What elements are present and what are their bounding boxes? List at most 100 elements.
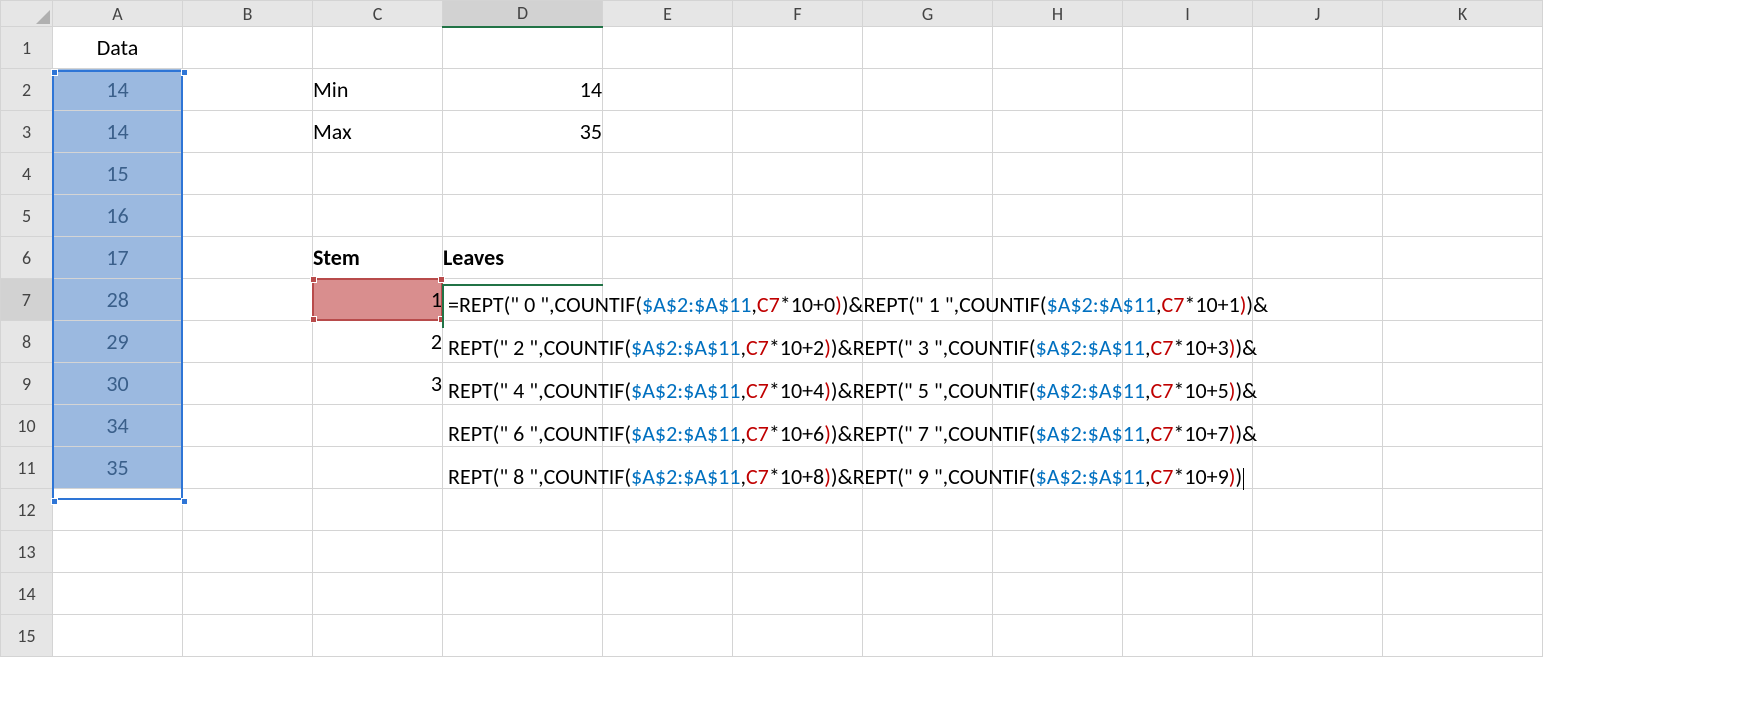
cell-H9[interactable] xyxy=(993,363,1123,405)
cell-F5[interactable] xyxy=(733,195,863,237)
cell-F7[interactable] xyxy=(733,279,863,321)
row-header-13[interactable]: 13 xyxy=(1,531,53,573)
cell-I13[interactable] xyxy=(1123,531,1253,573)
cell-E8[interactable] xyxy=(603,321,733,363)
cell-H12[interactable] xyxy=(993,489,1123,531)
row-header-5[interactable]: 5 xyxy=(1,195,53,237)
cell-B8[interactable] xyxy=(183,321,313,363)
cell-D3[interactable]: 35 xyxy=(443,111,603,153)
cell-F9[interactable] xyxy=(733,363,863,405)
cell-A5[interactable]: 16 xyxy=(53,195,183,237)
cell-G13[interactable] xyxy=(863,531,993,573)
column-header-E[interactable]: E xyxy=(603,1,733,27)
cell-I8[interactable] xyxy=(1123,321,1253,363)
cell-K1[interactable] xyxy=(1383,27,1543,69)
cell-G4[interactable] xyxy=(863,153,993,195)
cell-G3[interactable] xyxy=(863,111,993,153)
cell-C6[interactable]: Stem xyxy=(313,237,443,279)
cell-J1[interactable] xyxy=(1253,27,1383,69)
cell-F4[interactable] xyxy=(733,153,863,195)
cell-D4[interactable] xyxy=(443,153,603,195)
select-all-corner[interactable] xyxy=(1,1,53,27)
cell-E1[interactable] xyxy=(603,27,733,69)
cell-J12[interactable] xyxy=(1253,489,1383,531)
cell-I12[interactable] xyxy=(1123,489,1253,531)
column-header-I[interactable]: I xyxy=(1123,1,1253,27)
cell-E7[interactable] xyxy=(603,279,733,321)
cell-H4[interactable] xyxy=(993,153,1123,195)
cell-K2[interactable] xyxy=(1383,69,1543,111)
row-header-7[interactable]: 7 xyxy=(1,279,53,321)
cell-A1[interactable]: Data xyxy=(53,27,183,69)
column-header-H[interactable]: H xyxy=(993,1,1123,27)
cell-B5[interactable] xyxy=(183,195,313,237)
cell-C11[interactable] xyxy=(313,447,443,489)
cell-I2[interactable] xyxy=(1123,69,1253,111)
cell-C14[interactable] xyxy=(313,573,443,615)
cell-K13[interactable] xyxy=(1383,531,1543,573)
cell-A15[interactable] xyxy=(53,615,183,657)
cell-J6[interactable] xyxy=(1253,237,1383,279)
cell-F12[interactable] xyxy=(733,489,863,531)
cell-K3[interactable] xyxy=(1383,111,1543,153)
row-header-10[interactable]: 10 xyxy=(1,405,53,447)
cell-C8[interactable]: 2 xyxy=(313,321,443,363)
cell-J4[interactable] xyxy=(1253,153,1383,195)
cell-H7[interactable] xyxy=(993,279,1123,321)
cell-J10[interactable] xyxy=(1253,405,1383,447)
cell-C7[interactable]: 1 xyxy=(313,279,443,321)
cell-I5[interactable] xyxy=(1123,195,1253,237)
cell-J11[interactable] xyxy=(1253,447,1383,489)
cell-G12[interactable] xyxy=(863,489,993,531)
cell-H11[interactable] xyxy=(993,447,1123,489)
cell-A4[interactable]: 15 xyxy=(53,153,183,195)
cell-B14[interactable] xyxy=(183,573,313,615)
cell-H15[interactable] xyxy=(993,615,1123,657)
cell-G6[interactable] xyxy=(863,237,993,279)
cell-J8[interactable] xyxy=(1253,321,1383,363)
cell-K5[interactable] xyxy=(1383,195,1543,237)
cell-A10[interactable]: 34 xyxy=(53,405,183,447)
cell-B15[interactable] xyxy=(183,615,313,657)
cell-D1[interactable] xyxy=(443,27,603,69)
cell-I10[interactable] xyxy=(1123,405,1253,447)
cell-K4[interactable] xyxy=(1383,153,1543,195)
cell-F10[interactable] xyxy=(733,405,863,447)
cell-C12[interactable] xyxy=(313,489,443,531)
cell-G11[interactable] xyxy=(863,447,993,489)
cell-D6[interactable]: Leaves xyxy=(443,237,603,279)
cell-A9[interactable]: 30 xyxy=(53,363,183,405)
cell-G10[interactable] xyxy=(863,405,993,447)
cell-B12[interactable] xyxy=(183,489,313,531)
column-header-K[interactable]: K xyxy=(1383,1,1543,27)
cell-D15[interactable] xyxy=(443,615,603,657)
cell-E15[interactable] xyxy=(603,615,733,657)
cell-H13[interactable] xyxy=(993,531,1123,573)
cell-K9[interactable] xyxy=(1383,363,1543,405)
cell-G15[interactable] xyxy=(863,615,993,657)
cell-E6[interactable] xyxy=(603,237,733,279)
cell-J15[interactable] xyxy=(1253,615,1383,657)
cell-A2[interactable]: 14 xyxy=(53,69,183,111)
cell-G9[interactable] xyxy=(863,363,993,405)
cell-J5[interactable] xyxy=(1253,195,1383,237)
cell-C4[interactable] xyxy=(313,153,443,195)
cell-D14[interactable] xyxy=(443,573,603,615)
cell-B7[interactable] xyxy=(183,279,313,321)
cell-F8[interactable] xyxy=(733,321,863,363)
cell-I7[interactable] xyxy=(1123,279,1253,321)
cell-K12[interactable] xyxy=(1383,489,1543,531)
cell-F2[interactable] xyxy=(733,69,863,111)
cell-A12[interactable] xyxy=(53,489,183,531)
cell-D5[interactable] xyxy=(443,195,603,237)
cell-A11[interactable]: 35 xyxy=(53,447,183,489)
spreadsheet-grid[interactable]: ABCDEFGHIJK 1Data214Min14314Max354155166… xyxy=(0,0,1543,657)
row-header-11[interactable]: 11 xyxy=(1,447,53,489)
cell-J14[interactable] xyxy=(1253,573,1383,615)
cell-A6[interactable]: 17 xyxy=(53,237,183,279)
cell-A3[interactable]: 14 xyxy=(53,111,183,153)
cell-F1[interactable] xyxy=(733,27,863,69)
cell-I15[interactable] xyxy=(1123,615,1253,657)
cell-D10[interactable] xyxy=(443,405,603,447)
row-header-2[interactable]: 2 xyxy=(1,69,53,111)
